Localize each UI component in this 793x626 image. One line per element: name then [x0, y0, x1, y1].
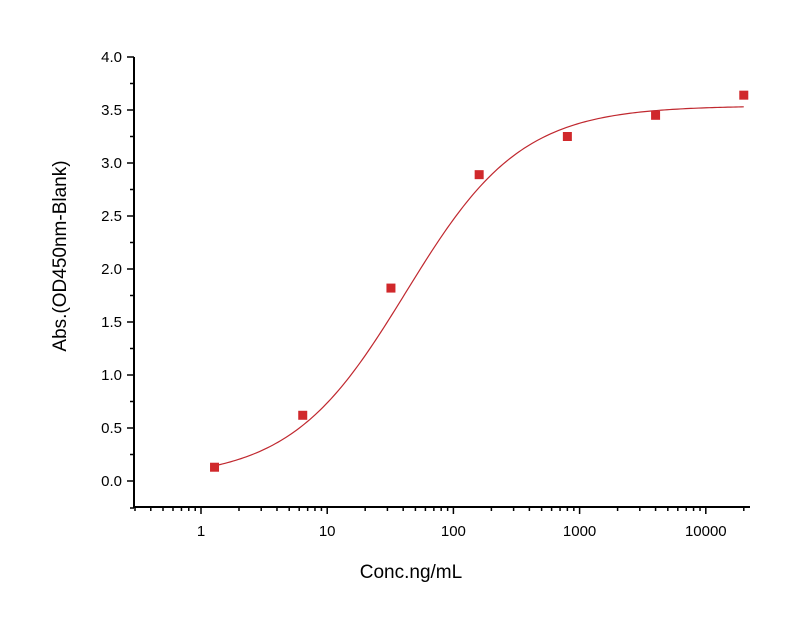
data-points [210, 90, 749, 472]
y-axis-title: Abs.(OD450nm-Blank) [50, 160, 71, 351]
x-tick-label: 10000 [685, 523, 727, 540]
y-axis-ticks: 0.0 0.5 1.0 1.5 2.0 2.5 3.0 3.5 4.0 [101, 49, 134, 509]
data-point-marker [474, 170, 484, 180]
data-point-marker [739, 90, 749, 100]
data-point-marker [562, 132, 572, 141]
data-point-marker [651, 110, 661, 120]
y-tick-label: 1.5 [101, 314, 122, 331]
y-tick-label: 4.0 [101, 49, 122, 66]
y-tick-label: 1.0 [101, 367, 122, 384]
y-tick-label: 3.5 [101, 102, 122, 119]
y-tick-label: 0.0 [101, 473, 122, 490]
x-tick-label: 100 [441, 523, 466, 540]
x-tick-label: 1 [197, 523, 205, 540]
x-axis-ticks: 1 10 100 1000 10000 [134, 507, 745, 540]
y-tick-label: 0.5 [101, 420, 122, 437]
data-point-marker [386, 283, 396, 293]
data-point-marker [210, 462, 220, 472]
y-tick-label: 2.0 [101, 261, 122, 278]
data-point-marker [298, 410, 308, 420]
x-axis-title: Conc.ng/mL [360, 562, 462, 583]
y-tick-label: 3.0 [101, 155, 122, 172]
y-tick-label: 2.5 [101, 208, 122, 225]
fit-curve [214, 106, 744, 467]
axes [133, 57, 750, 508]
x-tick-label: 1000 [563, 523, 596, 540]
x-tick-label: 10 [319, 523, 336, 540]
